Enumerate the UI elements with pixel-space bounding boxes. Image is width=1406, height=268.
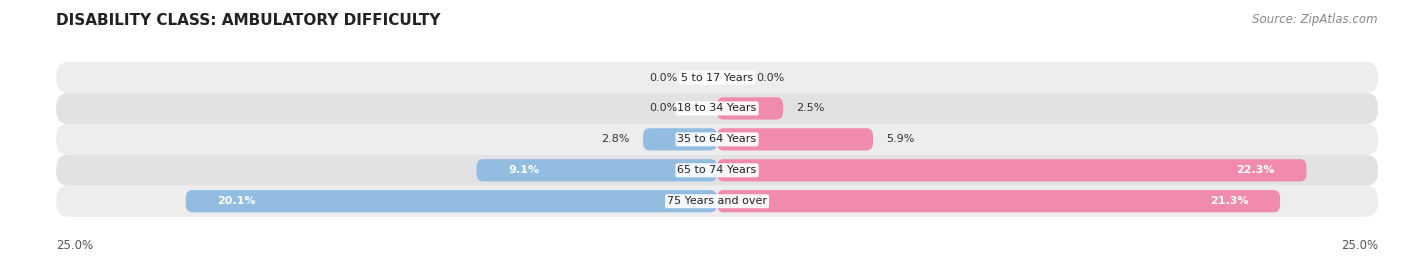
Text: 9.1%: 9.1% — [508, 165, 540, 175]
Text: 2.8%: 2.8% — [602, 134, 630, 144]
Text: 65 to 74 Years: 65 to 74 Years — [678, 165, 756, 175]
FancyBboxPatch shape — [56, 186, 1378, 217]
Text: 0.0%: 0.0% — [756, 73, 785, 83]
FancyBboxPatch shape — [477, 159, 717, 181]
FancyBboxPatch shape — [186, 190, 717, 212]
FancyBboxPatch shape — [717, 97, 783, 120]
Text: 0.0%: 0.0% — [650, 103, 678, 113]
Text: 2.5%: 2.5% — [796, 103, 825, 113]
Text: 35 to 64 Years: 35 to 64 Years — [678, 134, 756, 144]
FancyBboxPatch shape — [643, 128, 717, 151]
FancyBboxPatch shape — [717, 159, 1306, 181]
FancyBboxPatch shape — [56, 62, 1378, 93]
FancyBboxPatch shape — [56, 93, 1378, 124]
Text: 25.0%: 25.0% — [1341, 239, 1378, 252]
Text: Source: ZipAtlas.com: Source: ZipAtlas.com — [1253, 13, 1378, 27]
Text: 75 Years and over: 75 Years and over — [666, 196, 768, 206]
FancyBboxPatch shape — [717, 190, 1279, 212]
FancyBboxPatch shape — [717, 128, 873, 151]
Text: 25.0%: 25.0% — [56, 239, 93, 252]
Text: 5.9%: 5.9% — [886, 134, 915, 144]
Text: 5 to 17 Years: 5 to 17 Years — [681, 73, 754, 83]
FancyBboxPatch shape — [56, 124, 1378, 155]
Text: 22.3%: 22.3% — [1236, 165, 1275, 175]
Text: 18 to 34 Years: 18 to 34 Years — [678, 103, 756, 113]
Text: 0.0%: 0.0% — [650, 73, 678, 83]
Text: 20.1%: 20.1% — [218, 196, 256, 206]
Text: DISABILITY CLASS: AMBULATORY DIFFICULTY: DISABILITY CLASS: AMBULATORY DIFFICULTY — [56, 13, 440, 28]
FancyBboxPatch shape — [56, 155, 1378, 186]
Text: 21.3%: 21.3% — [1209, 196, 1249, 206]
